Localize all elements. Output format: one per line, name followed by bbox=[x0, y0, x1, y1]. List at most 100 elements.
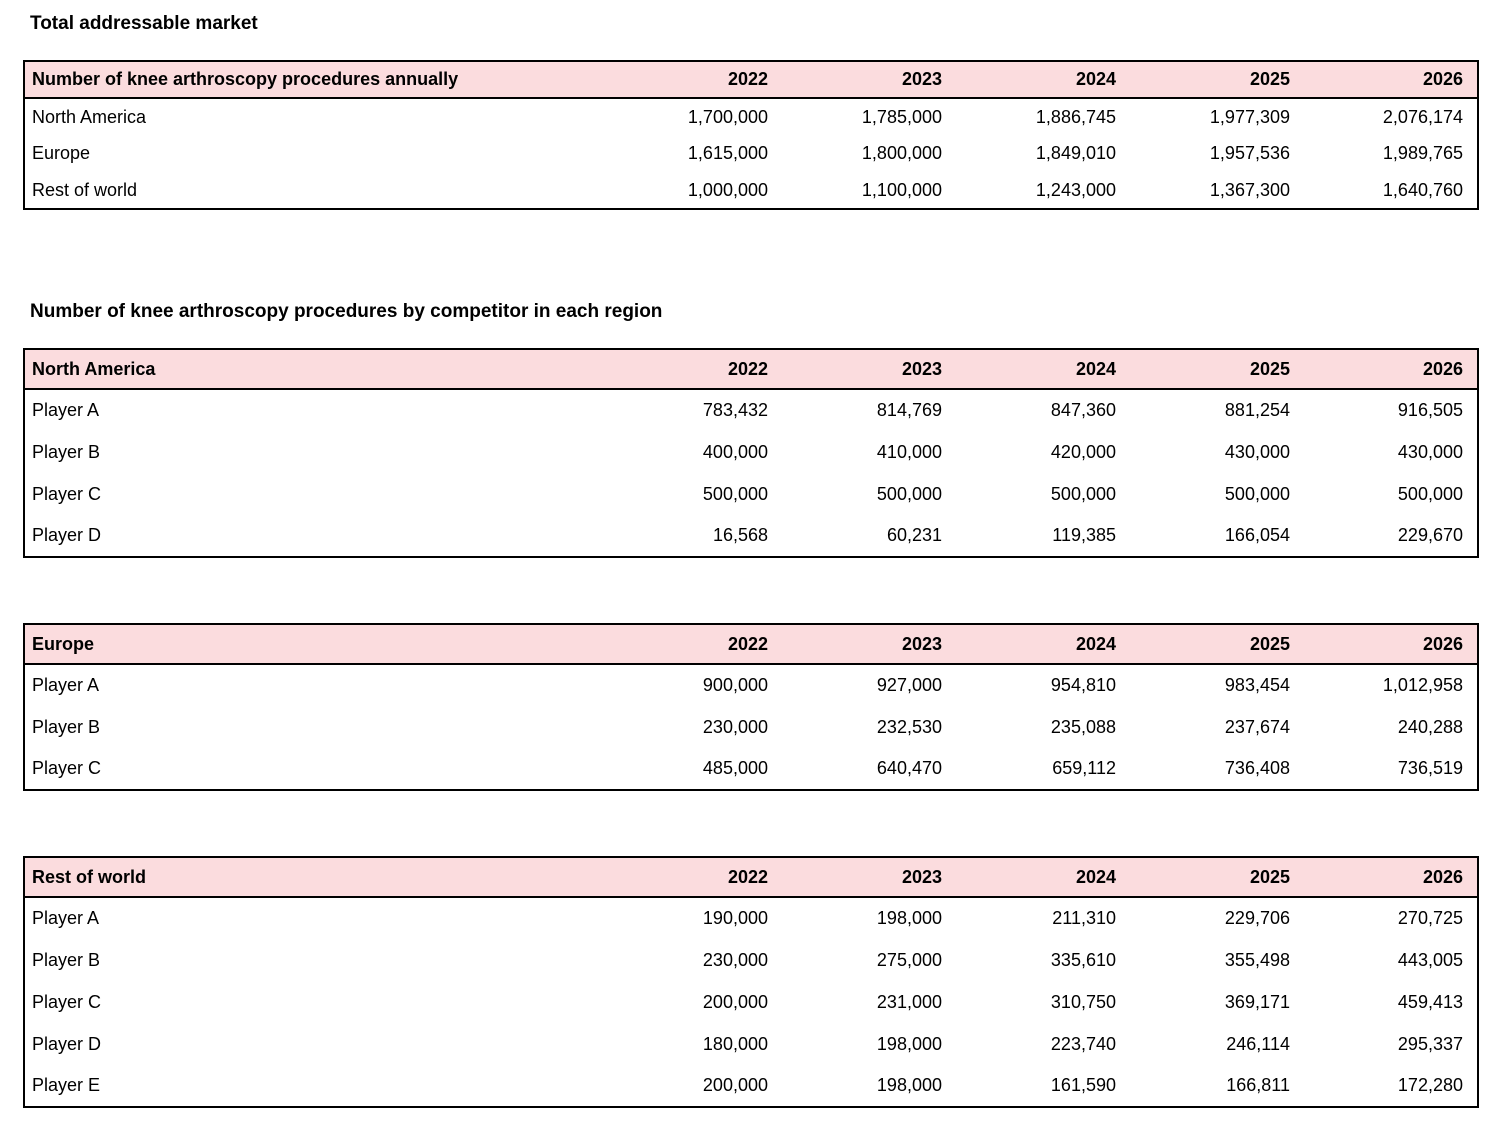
value-cell[interactable]: 119,385 bbox=[1052, 525, 1116, 545]
value-cell[interactable]: 881,254 bbox=[1224, 400, 1290, 420]
value-cell[interactable]: 223,740 bbox=[1050, 1033, 1116, 1054]
year-header[interactable]: 2022 bbox=[608, 349, 782, 390]
value-cell[interactable]: 246,114 bbox=[1226, 1033, 1290, 1054]
value-cell[interactable]: 640,470 bbox=[876, 758, 942, 778]
year-header[interactable]: 2026 bbox=[1304, 624, 1478, 665]
value-cell[interactable]: 659,112 bbox=[1052, 758, 1116, 778]
row-label-cell[interactable]: Player A bbox=[32, 400, 100, 420]
value-cell[interactable]: 2,076,174 bbox=[1382, 106, 1463, 127]
value-cell[interactable]: 500,000 bbox=[1224, 483, 1290, 504]
row-label-cell[interactable]: Player D bbox=[32, 525, 102, 545]
year-header[interactable]: 2026 bbox=[1304, 61, 1478, 99]
value-cell[interactable]: 1,700,000 bbox=[687, 106, 768, 127]
value-cell[interactable]: 459,413 bbox=[1397, 991, 1463, 1012]
value-cell[interactable]: 161,590 bbox=[1050, 1075, 1116, 1095]
value-cell[interactable]: 954,810 bbox=[1050, 675, 1116, 695]
value-cell[interactable]: 485,000 bbox=[702, 758, 768, 778]
value-cell[interactable]: 1,849,010 bbox=[1035, 143, 1116, 163]
row-label-cell[interactable]: Europe bbox=[32, 143, 91, 163]
year-header[interactable]: 2025 bbox=[1130, 349, 1304, 390]
value-cell[interactable]: 1,957,536 bbox=[1209, 143, 1290, 163]
value-cell[interactable]: 198,000 bbox=[876, 908, 942, 928]
value-cell[interactable]: 355,498 bbox=[1224, 949, 1290, 970]
value-cell[interactable]: 1,367,300 bbox=[1209, 179, 1290, 200]
value-cell[interactable]: 916,505 bbox=[1397, 400, 1463, 420]
value-cell[interactable]: 927,000 bbox=[876, 675, 942, 695]
value-cell[interactable]: 420,000 bbox=[1050, 441, 1116, 462]
value-cell[interactable]: 335,610 bbox=[1050, 949, 1116, 970]
row-label-cell[interactable]: Player A bbox=[32, 675, 100, 695]
year-header[interactable]: 2023 bbox=[782, 349, 956, 390]
value-cell[interactable]: 814,769 bbox=[876, 400, 942, 420]
year-header[interactable]: 2022 bbox=[608, 624, 782, 665]
year-header[interactable]: 2024 bbox=[956, 61, 1130, 99]
value-cell[interactable]: 200,000 bbox=[702, 1075, 768, 1095]
value-cell[interactable]: 736,519 bbox=[1397, 758, 1463, 778]
value-cell[interactable]: 310,750 bbox=[1050, 991, 1116, 1012]
value-cell[interactable]: 232,530 bbox=[876, 716, 942, 737]
year-header[interactable]: 2025 bbox=[1130, 61, 1304, 99]
row-label-cell[interactable]: Player C bbox=[32, 483, 102, 504]
year-header[interactable]: 2024 bbox=[956, 624, 1130, 665]
value-cell[interactable]: 410,000 bbox=[876, 441, 942, 462]
value-cell[interactable]: 1,615,000 bbox=[687, 143, 768, 163]
year-header[interactable]: 2025 bbox=[1130, 624, 1304, 665]
value-cell[interactable]: 1,000,000 bbox=[687, 179, 768, 200]
table-header-label[interactable]: Europe bbox=[24, 624, 608, 665]
year-header[interactable]: 2025 bbox=[1130, 857, 1304, 898]
year-header[interactable]: 2023 bbox=[782, 857, 956, 898]
value-cell[interactable]: 369,171 bbox=[1224, 991, 1290, 1012]
value-cell[interactable]: 443,005 bbox=[1397, 949, 1463, 970]
year-header[interactable]: 2024 bbox=[956, 857, 1130, 898]
value-cell[interactable]: 500,000 bbox=[1050, 483, 1116, 504]
value-cell[interactable]: 783,432 bbox=[702, 400, 768, 420]
value-cell[interactable]: 166,811 bbox=[1226, 1075, 1290, 1095]
value-cell[interactable]: 16,568 bbox=[712, 525, 768, 545]
value-cell[interactable]: 180,000 bbox=[702, 1033, 768, 1054]
row-label-cell[interactable]: Rest of world bbox=[32, 179, 138, 200]
row-label-cell[interactable]: Player C bbox=[32, 758, 102, 778]
value-cell[interactable]: 430,000 bbox=[1397, 441, 1463, 462]
value-cell[interactable]: 1,640,760 bbox=[1382, 179, 1463, 200]
value-cell[interactable]: 275,000 bbox=[876, 949, 942, 970]
value-cell[interactable]: 198,000 bbox=[876, 1075, 942, 1095]
row-label-cell[interactable]: Player E bbox=[32, 1075, 101, 1095]
year-header[interactable]: 2023 bbox=[782, 624, 956, 665]
value-cell[interactable]: 736,408 bbox=[1224, 758, 1290, 778]
value-cell[interactable]: 235,088 bbox=[1050, 716, 1116, 737]
value-cell[interactable]: 430,000 bbox=[1224, 441, 1290, 462]
table-header-label[interactable]: Rest of world bbox=[24, 857, 608, 898]
value-cell[interactable]: 229,706 bbox=[1224, 908, 1290, 928]
row-label-cell[interactable]: Player B bbox=[32, 949, 101, 970]
value-cell[interactable]: 229,670 bbox=[1397, 525, 1463, 545]
value-cell[interactable]: 847,360 bbox=[1050, 400, 1116, 420]
row-label-cell[interactable]: Player A bbox=[32, 908, 100, 928]
value-cell[interactable]: 166,054 bbox=[1224, 525, 1290, 545]
value-cell[interactable]: 1,886,745 bbox=[1035, 106, 1116, 127]
row-label-cell[interactable]: North America bbox=[32, 106, 147, 127]
value-cell[interactable]: 231,000 bbox=[876, 991, 942, 1012]
value-cell[interactable]: 190,000 bbox=[702, 908, 768, 928]
value-cell[interactable]: 237,674 bbox=[1224, 716, 1290, 737]
row-label-cell[interactable]: Player B bbox=[32, 441, 101, 462]
year-header[interactable]: 2024 bbox=[956, 349, 1130, 390]
row-label-cell[interactable]: Player D bbox=[32, 1033, 102, 1054]
value-cell[interactable]: 60,231 bbox=[886, 525, 942, 545]
value-cell[interactable]: 983,454 bbox=[1224, 675, 1290, 695]
value-cell[interactable]: 200,000 bbox=[702, 991, 768, 1012]
year-header[interactable]: 2022 bbox=[608, 857, 782, 898]
value-cell[interactable]: 270,725 bbox=[1397, 908, 1463, 928]
year-header[interactable]: 2022 bbox=[608, 61, 782, 99]
value-cell[interactable]: 1,012,958 bbox=[1382, 675, 1463, 695]
value-cell[interactable]: 500,000 bbox=[702, 483, 768, 504]
value-cell[interactable]: 1,977,309 bbox=[1209, 106, 1290, 127]
value-cell[interactable]: 1,800,000 bbox=[861, 143, 942, 163]
value-cell[interactable]: 230,000 bbox=[702, 949, 768, 970]
year-header[interactable]: 2026 bbox=[1304, 349, 1478, 390]
value-cell[interactable]: 230,000 bbox=[702, 716, 768, 737]
value-cell[interactable]: 172,280 bbox=[1397, 1075, 1463, 1095]
value-cell[interactable]: 1,785,000 bbox=[861, 106, 942, 127]
value-cell[interactable]: 900,000 bbox=[702, 675, 768, 695]
value-cell[interactable]: 198,000 bbox=[876, 1033, 942, 1054]
row-label-cell[interactable]: Player B bbox=[32, 716, 101, 737]
